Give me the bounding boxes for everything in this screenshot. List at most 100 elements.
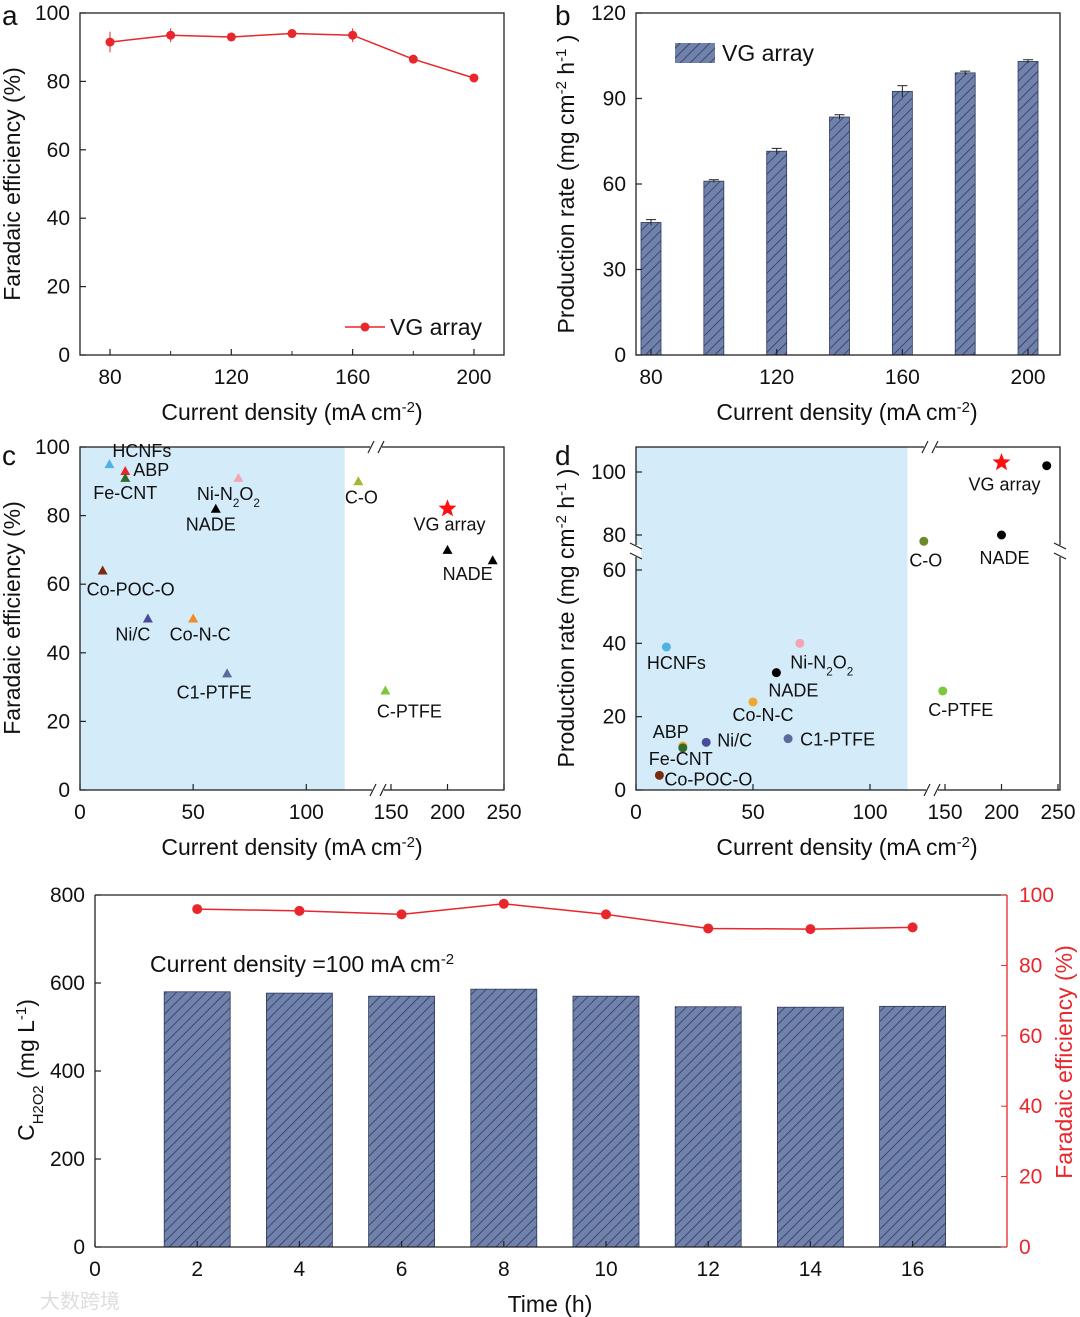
fe-point xyxy=(703,923,714,934)
fe-point xyxy=(805,924,816,935)
x-tick-label: 250 xyxy=(486,801,521,824)
bar xyxy=(891,90,913,356)
data-point xyxy=(408,54,418,64)
bar xyxy=(954,72,976,356)
y-tick-label: 0 xyxy=(58,779,70,802)
x-tick-label: 200 xyxy=(456,366,491,389)
fe-point xyxy=(498,898,509,909)
dot-marker xyxy=(678,743,688,753)
x-tick-label: 2 xyxy=(191,1258,203,1281)
x-tick-label: 16 xyxy=(901,1258,924,1281)
y-tick-label: 0 xyxy=(614,779,626,802)
point-label: Co-POC-O xyxy=(87,579,175,599)
bar xyxy=(1017,61,1039,356)
break-gap xyxy=(1055,545,1065,557)
point-label: VG array xyxy=(968,475,1040,495)
dot-marker xyxy=(771,668,781,678)
x-tick-label: 50 xyxy=(181,801,204,824)
point-label: ABP xyxy=(133,460,169,480)
break-line xyxy=(369,783,377,797)
bar xyxy=(265,992,333,1248)
point-label: C-O xyxy=(909,550,942,570)
x-tick-label: 250 xyxy=(1040,801,1075,824)
bar xyxy=(879,1005,946,1248)
x-axis-title: Current density (mA cm-2) xyxy=(161,399,422,426)
break-line xyxy=(1053,552,1067,560)
data-point xyxy=(166,30,176,40)
legend-label: VG array xyxy=(390,314,483,340)
y2-tick-label: 20 xyxy=(1019,1166,1042,1189)
x-axis-title: Current density (mA cm-2) xyxy=(716,834,977,861)
point-label: Ni/C xyxy=(115,625,150,645)
annotation: Current density =100 mA cm-2 xyxy=(150,951,454,978)
y-tick-label: 60 xyxy=(47,573,70,596)
fe-point xyxy=(294,905,305,916)
y-tick-label: 60 xyxy=(603,559,626,582)
x-tick-label: 12 xyxy=(697,1258,720,1281)
y-tick-label: 0 xyxy=(73,1236,85,1259)
y-axis-title: Production rate (mg cm-2 h-1 ) xyxy=(553,469,580,768)
point-label: VG array xyxy=(413,515,485,535)
y-tick-label: 60 xyxy=(603,173,626,196)
triangle-marker xyxy=(380,685,391,695)
triangle-marker xyxy=(120,472,131,482)
y-tick-label: 0 xyxy=(58,344,70,367)
x-tick-label: 100 xyxy=(289,801,324,824)
y-tick-label: 0 xyxy=(614,344,626,367)
point-label: C-PTFE xyxy=(377,702,442,722)
x-tick-label: 100 xyxy=(852,801,887,824)
break-gap xyxy=(924,442,936,452)
dot-marker xyxy=(661,642,671,652)
y2-tick-label: 80 xyxy=(1019,954,1042,977)
panel-label: c xyxy=(2,440,16,471)
break-gap xyxy=(372,785,384,795)
point-label: Ni-N2O2 xyxy=(197,484,260,510)
break-line xyxy=(629,552,643,560)
x-tick-label: 200 xyxy=(430,801,465,824)
x-tick-label: 200 xyxy=(1011,366,1046,389)
bar xyxy=(163,991,231,1248)
y-axis-title: Production rate (mg cm-2 h-1 ) xyxy=(553,35,580,334)
y2-axis-title: Faradaic efficiency (%) xyxy=(1051,945,1077,1179)
bar xyxy=(766,150,788,356)
axis-break xyxy=(923,783,941,797)
bar xyxy=(470,988,538,1248)
legend-marker xyxy=(360,322,370,332)
y-tick-label: 800 xyxy=(50,884,85,907)
watermark: 大数跨境 xyxy=(40,1289,120,1313)
y-axis-title: CH2O2 (mg L-1) xyxy=(13,999,47,1141)
x-tick-label: 120 xyxy=(759,366,794,389)
y-tick-label: 200 xyxy=(50,1148,85,1171)
point-label: Co-N-C xyxy=(170,625,231,645)
break-line xyxy=(379,783,387,797)
point-label: ABP xyxy=(653,722,689,742)
y-tick-label: 600 xyxy=(50,972,85,995)
y-axis-title: Faradaic efficiency (%) xyxy=(0,67,25,301)
y-tick-label: 40 xyxy=(47,207,70,230)
bar xyxy=(368,995,436,1248)
break-line xyxy=(629,542,643,550)
triangle-marker xyxy=(104,459,115,469)
y-tick-label: 40 xyxy=(603,632,626,655)
dot-marker xyxy=(1042,461,1052,471)
triangle-marker xyxy=(222,668,233,678)
bar xyxy=(703,180,725,356)
triangle-marker xyxy=(210,503,221,513)
fe-point xyxy=(907,922,918,933)
y-tick-label: 120 xyxy=(591,2,626,25)
fe-point xyxy=(601,909,611,920)
shaded-region xyxy=(80,447,345,790)
data-point xyxy=(105,37,115,47)
x-axis-title: Current density (mA cm-2) xyxy=(716,399,977,426)
panel-c-plot-area xyxy=(79,446,505,791)
x-tick-label: 80 xyxy=(98,366,121,389)
dot-marker xyxy=(795,638,805,648)
x-tick-label: 6 xyxy=(396,1258,408,1281)
y2-tick-label: 0 xyxy=(1019,1236,1031,1259)
x-tick-label: 150 xyxy=(927,801,962,824)
x-axis-title: Time (h) xyxy=(508,1291,593,1317)
panel-a-plot-area xyxy=(79,12,505,356)
axis-break xyxy=(1053,542,1067,560)
axis-break xyxy=(369,783,387,797)
y-tick-label: 40 xyxy=(47,642,70,665)
